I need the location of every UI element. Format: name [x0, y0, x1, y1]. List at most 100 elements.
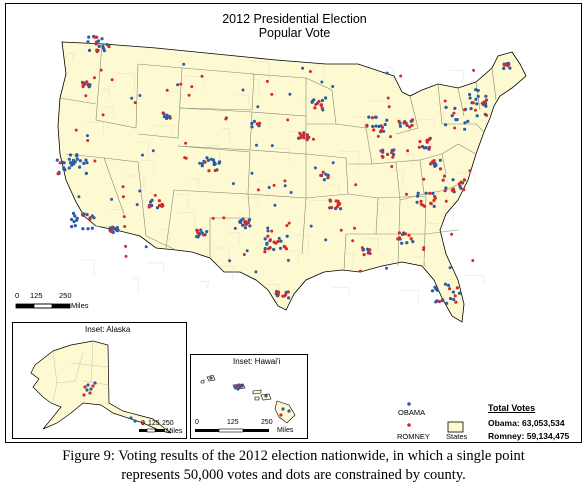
romney-dot: [480, 101, 484, 105]
obama-dot: [241, 88, 245, 92]
romney-dot: [161, 111, 165, 115]
county-line: [116, 72, 136, 93]
county-line: [191, 178, 200, 190]
romney-dot: [427, 145, 432, 149]
romney-dot: [133, 101, 137, 105]
obama-dot: [75, 216, 79, 220]
obama-dot: [250, 125, 254, 129]
state-border-16: [209, 193, 251, 258]
romney-dot: [362, 253, 366, 257]
romney-dot: [422, 177, 426, 181]
romney-dot: [94, 42, 98, 46]
romney-dot: [406, 149, 410, 153]
obama-dot: [283, 184, 287, 188]
county-line: [279, 250, 300, 262]
romney-dot: [313, 106, 317, 110]
map-title: 2012 Presidential Election: [222, 12, 367, 26]
obama-dot: [438, 158, 442, 162]
totals-romney: Romney: 59,134,475: [488, 431, 570, 441]
romney-dot: [157, 203, 162, 208]
obama-dot: [392, 152, 396, 157]
obama-dot: [102, 46, 106, 51]
state-border-33: [475, 123, 485, 133]
romney-dot: [95, 48, 99, 52]
romney-dot: [283, 179, 287, 183]
romney-dot: [386, 152, 390, 156]
romney-dot: [432, 159, 436, 163]
romney-dot: [433, 194, 437, 199]
romney-dot: [450, 232, 454, 236]
obama-dot: [454, 118, 458, 122]
obama-dot: [440, 299, 444, 303]
romney-dot: [425, 138, 429, 142]
romney-dot: [452, 111, 456, 115]
obama-dot: [85, 161, 89, 165]
obama-dot: [231, 182, 235, 186]
obama-dot: [374, 124, 378, 128]
obama-dot: [443, 282, 448, 286]
county-line: [109, 208, 125, 218]
obama-dot: [277, 236, 281, 240]
obama-dot: [200, 164, 204, 168]
obama-dot: [385, 71, 389, 75]
hawaii-scale-tick-125: 125: [227, 419, 239, 426]
figure-caption: Figure 9: Voting results of the 2012 ele…: [0, 447, 587, 485]
obama-dot: [250, 121, 254, 126]
obama-dot: [73, 160, 77, 164]
county-line: [264, 283, 281, 299]
romney-dot: [354, 183, 358, 187]
romney-dot: [463, 108, 467, 112]
obama-dot: [361, 248, 365, 252]
state-border-5: [179, 67, 255, 111]
county-line: [235, 94, 250, 106]
county-line: [449, 69, 465, 84]
county-line: [436, 103, 445, 120]
county-line: [241, 196, 260, 206]
romney-dot: [256, 188, 260, 192]
romney-dot: [168, 116, 172, 120]
romney-dot: [336, 199, 340, 203]
romney-dot: [81, 81, 85, 85]
obama-dot: [138, 189, 142, 193]
romney-dot: [123, 225, 127, 228]
obama-dot: [267, 186, 271, 189]
romney-dot: [368, 248, 372, 252]
obama-dot: [279, 239, 283, 243]
romney-dot: [468, 169, 472, 173]
obama-dot: [73, 214, 77, 218]
obama-dot: [78, 159, 82, 163]
obama-dot: [320, 80, 324, 84]
obama-dot: [422, 146, 426, 150]
map-subtitle: Popular Vote: [258, 26, 331, 40]
obama-dot: [228, 259, 232, 263]
county-line: [65, 52, 75, 62]
county-line: [331, 286, 350, 295]
obama-dot: [205, 156, 209, 160]
romney-dot: [484, 98, 489, 102]
romney-dot: [397, 119, 401, 123]
obama-dot: [474, 97, 478, 101]
romney-dot: [109, 229, 113, 233]
romney-dot: [438, 167, 443, 171]
romney-dot: [80, 213, 85, 217]
obama-dot: [73, 224, 77, 228]
county-line: [124, 175, 145, 192]
hawaii-inset-title: Inset: Hawai'i: [233, 357, 281, 366]
obama-dot: [385, 266, 388, 270]
obama-dot: [248, 218, 252, 222]
romney-dot: [437, 300, 441, 304]
obama-dot: [250, 171, 254, 175]
obama-dot: [138, 94, 142, 97]
obama-dot: [144, 245, 148, 249]
romney-dot: [472, 68, 476, 72]
alaska-scale-tick-125: 125: [148, 420, 160, 427]
county-line: [80, 259, 95, 276]
romney-dot: [443, 189, 447, 193]
romney-dot: [283, 245, 287, 249]
obama-dot: [68, 161, 73, 165]
county-line: [346, 253, 355, 271]
romney-dot: [200, 74, 204, 78]
obama-dot: [255, 143, 258, 147]
obama-dot: [288, 92, 292, 96]
state-border-18: [346, 193, 379, 235]
